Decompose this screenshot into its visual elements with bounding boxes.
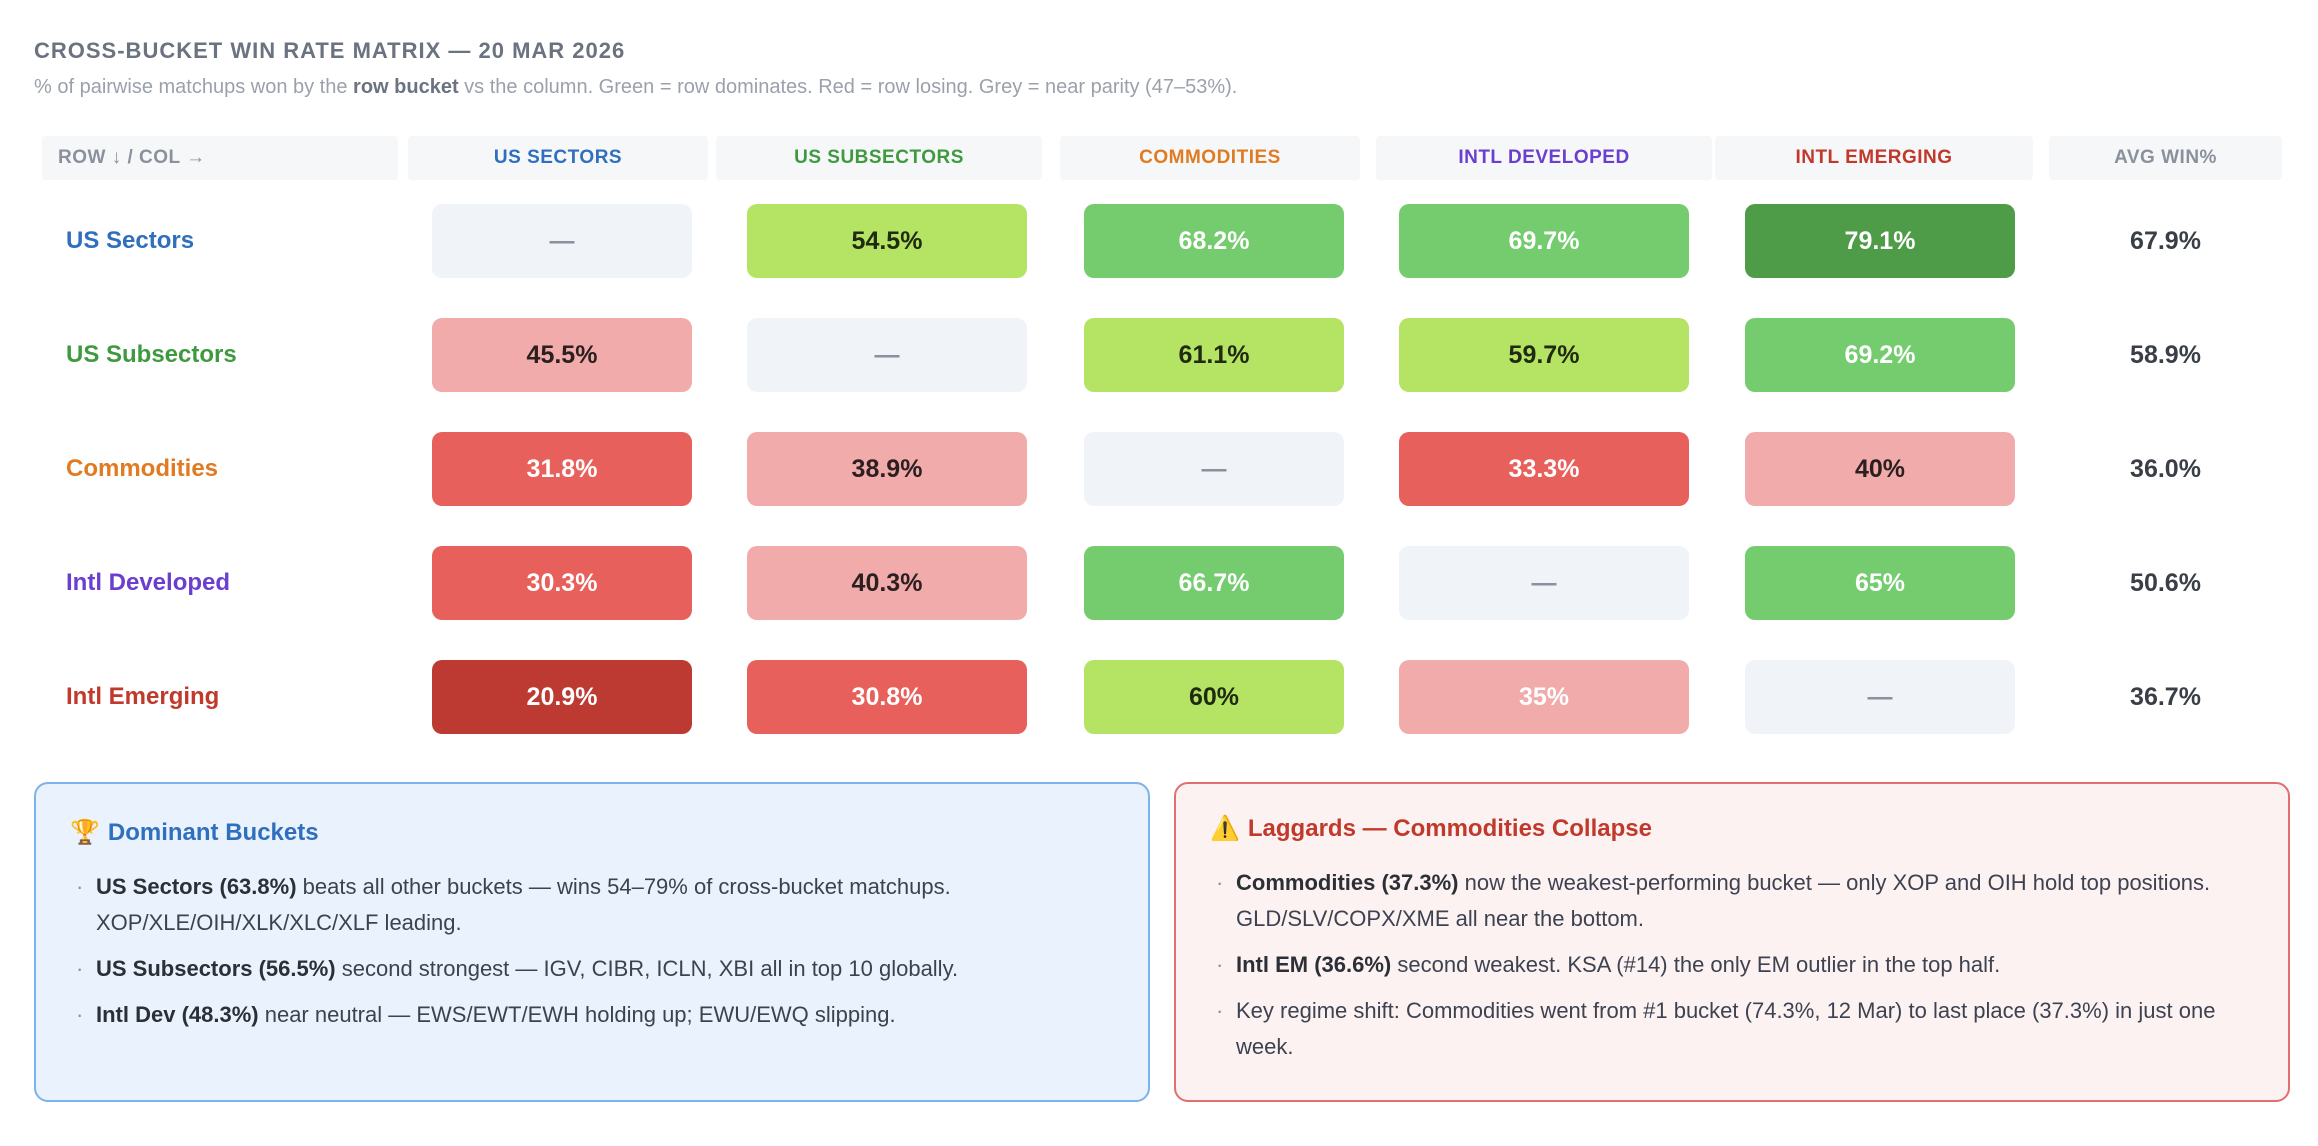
item-bold: Commodities (37.3%) xyxy=(1236,870,1459,895)
matrix-row: US Subsectors 45.5% — 61.1% 59.7% 69.2% 58.9% xyxy=(42,318,2282,392)
win-rate-cell: 33.3% xyxy=(1399,432,1689,506)
item-text: second strongest — IGV, CIBR, ICLN, XBI … xyxy=(335,956,959,981)
matrix-row: Commodities 31.8% 38.9% — 33.3% 40% 36.0% xyxy=(42,432,2282,506)
avg-win-header: AVG WIN% xyxy=(2049,136,2282,180)
matrix-row: Intl Developed 30.3% 40.3% 66.7% — 65% 50.6% xyxy=(42,546,2282,620)
column-header: INTL EMERGING xyxy=(1715,136,2033,180)
win-rate-cell: 59.7% xyxy=(1399,318,1689,392)
win-rate-cell: 40.3% xyxy=(747,546,1027,620)
win-rate-cell: 30.8% xyxy=(747,660,1027,734)
win-rate-cell: 30.3% xyxy=(432,546,692,620)
win-rate-cell: 69.2% xyxy=(1745,318,2015,392)
column-header: US SECTORS xyxy=(408,136,708,180)
win-rate-cell: — xyxy=(1084,432,1344,506)
win-rate-cell: 66.7% xyxy=(1084,546,1344,620)
item-text: near neutral — EWS/EWT/EWH holding up; E… xyxy=(258,1002,896,1027)
avg-win-value: 36.0% xyxy=(2130,454,2201,483)
subtitle-text: % of pairwise matchups won by the xyxy=(34,76,354,98)
column-header: INTL DEVELOPED xyxy=(1376,136,1712,180)
win-rate-cell: — xyxy=(747,318,1027,392)
bullet-icon: · xyxy=(76,956,84,981)
subtitle-text-2: vs the column. Green = row dominates. Re… xyxy=(458,76,1238,98)
list-item: · US Sectors (63.8%) beats all other buck… xyxy=(70,869,1114,941)
row-label: Intl Developed xyxy=(66,569,231,596)
bullet-icon: · xyxy=(76,874,84,899)
win-rate-cell: 20.9% xyxy=(432,660,692,734)
item-bold: Intl Dev (48.3%) xyxy=(96,1002,259,1027)
subtitle-bold: row bucket xyxy=(353,76,459,98)
item-bold: Intl EM (36.6%) xyxy=(1236,952,1392,977)
bullet-icon: · xyxy=(1216,998,1224,1023)
win-rate-cell: 38.9% xyxy=(747,432,1027,506)
laggards-list: · Commodities (37.3%) now the weakest-per… xyxy=(1210,865,2254,1065)
item-bold: US Subsectors (56.5%) xyxy=(96,956,336,981)
win-rate-cell: — xyxy=(1745,660,2015,734)
list-item: · Key regime shift: Commodities went from… xyxy=(1210,993,2254,1065)
row-label: Intl Emerging xyxy=(66,683,220,710)
item-text: now the weakest-performing bucket — only… xyxy=(1236,870,2211,931)
row-label: US Subsectors xyxy=(66,341,237,368)
bullet-icon: · xyxy=(76,1002,84,1027)
list-item: · Commodities (37.3%) now the weakest-per… xyxy=(1210,865,2254,937)
column-header: COMMODITIES xyxy=(1060,136,1360,180)
bullet-icon: · xyxy=(1216,870,1224,895)
list-item: · Intl EM (36.6%) second weakest. KSA (#1… xyxy=(1210,947,2254,983)
item-text: beats all other buckets — wins 54–79% of… xyxy=(96,874,951,935)
row-label: US Sectors xyxy=(66,227,195,254)
warning-icon: ⚠️ xyxy=(1210,815,1240,842)
win-rate-cell: 40% xyxy=(1745,432,2015,506)
win-rate-cell: 35% xyxy=(1399,660,1689,734)
matrix-header-row: ROW ↓ / COL → US SECTORS US SUBSECTORS COM… xyxy=(42,136,2282,180)
win-rate-cell: 69.7% xyxy=(1399,204,1689,278)
win-rate-cell: 65% xyxy=(1745,546,2015,620)
win-rate-matrix: ROW ↓ / COL → US SECTORS US SUBSECTORS COM… xyxy=(42,136,2282,734)
dominant-title-text: Dominant Buckets xyxy=(107,818,319,846)
list-item: · Intl Dev (48.3%) near neutral — EWS/EWT… xyxy=(70,997,1114,1033)
laggards-title: ⚠️ Laggards — Commodities Collapse xyxy=(1210,814,2254,843)
laggards-title-text: Laggards — Commodities Collapse xyxy=(1247,814,1652,842)
avg-win-value: 36.7% xyxy=(2130,682,2201,711)
win-rate-cell: — xyxy=(432,204,692,278)
item-text: Key regime shift: Commodities went from … xyxy=(1236,998,2216,1059)
win-rate-cell: 45.5% xyxy=(432,318,692,392)
bullet-icon: · xyxy=(1216,952,1224,977)
laggards-panel: ⚠️ Laggards — Commodities Collapse · Comm… xyxy=(1174,782,2290,1102)
matrix-row: Intl Emerging 20.9% 30.8% 60% 35% — 36.7% xyxy=(42,660,2282,734)
win-rate-cell: 68.2% xyxy=(1084,204,1344,278)
dominant-list: · US Sectors (63.8%) beats all other buck… xyxy=(70,869,1114,1033)
win-rate-cell: — xyxy=(1399,546,1689,620)
page-title: CROSS-BUCKET WIN RATE MATRIX — 20 MAR 20… xyxy=(34,38,626,63)
page-subtitle: % of pairwise matchups won by the row bu… xyxy=(34,76,1237,99)
corner-header: ROW ↓ / COL → xyxy=(42,136,398,180)
column-header: US SUBSECTORS xyxy=(716,136,1042,180)
win-rate-cell: 31.8% xyxy=(432,432,692,506)
list-item: · US Subsectors (56.5%) second strongest … xyxy=(70,951,1114,987)
dominant-buckets-title: 🏆 Dominant Buckets xyxy=(70,818,1114,847)
avg-win-value: 50.6% xyxy=(2130,568,2201,597)
dominant-buckets-panel: 🏆 Dominant Buckets · US Sectors (63.8%) b… xyxy=(34,782,1150,1102)
win-rate-cell: 79.1% xyxy=(1745,204,2015,278)
item-text: second weakest. KSA (#14) the only EM ou… xyxy=(1391,952,2001,977)
row-label: Commodities xyxy=(66,455,219,482)
item-bold: US Sectors (63.8%) xyxy=(96,874,297,899)
matrix-row: US Sectors — 54.5% 68.2% 69.7% 79.1% 67.9% xyxy=(42,204,2282,278)
win-rate-cell: 54.5% xyxy=(747,204,1027,278)
avg-win-value: 58.9% xyxy=(2130,340,2201,369)
win-rate-cell: 61.1% xyxy=(1084,318,1344,392)
avg-win-value: 67.9% xyxy=(2130,226,2201,255)
trophy-icon: 🏆 xyxy=(70,819,100,846)
win-rate-cell: 60% xyxy=(1084,660,1344,734)
